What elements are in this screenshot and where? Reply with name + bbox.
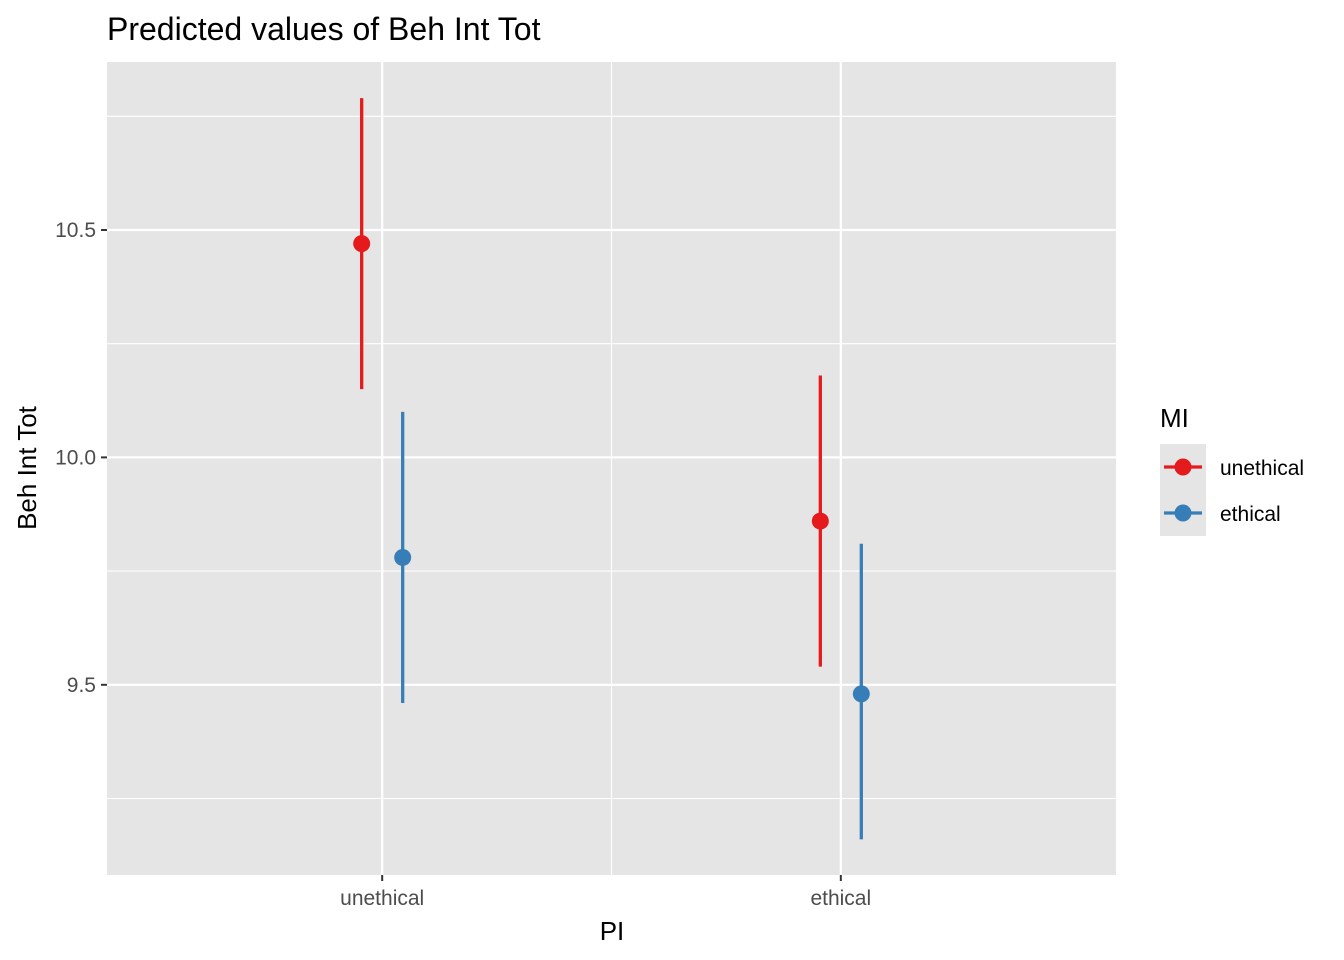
chart-title: Predicted values of Beh Int Tot (107, 11, 541, 47)
point-ethical-unethical (394, 548, 412, 566)
legend: MI unethical ethical (1160, 403, 1304, 536)
major-gridlines (107, 62, 1116, 875)
legend-key-point-ethical (1174, 504, 1192, 522)
y-axis-title: Beh Int Tot (12, 405, 42, 530)
legend-key-point-unethical (1174, 458, 1192, 476)
x-tick-label-unethical: unethical (340, 887, 424, 910)
y-tick-label: 9.5 (67, 674, 96, 697)
legend-key-background (1160, 444, 1206, 536)
legend-title: MI (1160, 403, 1189, 433)
point-unethical-unethical (353, 235, 371, 253)
minor-gridlines (107, 62, 1116, 875)
axes: 9.5 10.0 10.5 unethical ethical (55, 219, 871, 910)
legend-label-ethical: ethical (1220, 503, 1281, 526)
y-tick-label: 10.5 (55, 219, 96, 242)
point-ethical-ethical (852, 685, 870, 703)
data-marks (353, 98, 870, 840)
point-unethical-ethical (811, 512, 829, 530)
x-axis-title: PI (600, 916, 625, 946)
legend-label-unethical: unethical (1220, 457, 1304, 480)
x-tick-label-ethical: ethical (810, 887, 871, 910)
y-tick-label: 10.0 (55, 446, 96, 469)
